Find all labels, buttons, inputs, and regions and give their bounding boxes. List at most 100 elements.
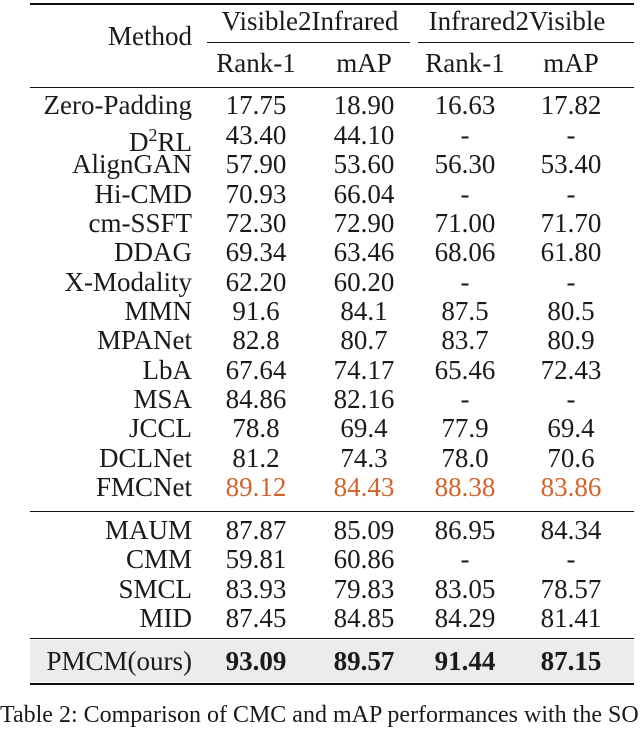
row-method: MID: [139, 603, 193, 633]
row-value-i-rank: 83.05: [434, 574, 496, 604]
row-value-v-map: 79.83: [333, 574, 395, 604]
header-rule: [30, 87, 634, 89]
row-method: AlignGAN: [72, 149, 192, 179]
row-method: X-Modality: [64, 267, 193, 297]
row-value-v-map: 80.7: [340, 325, 388, 355]
row-value-i-rank: -: [460, 544, 470, 574]
row-method: cm-SSFT: [88, 208, 192, 238]
bottom-rule: [30, 683, 634, 685]
row-value-i-map: 69.4: [547, 413, 595, 443]
group-rule: [30, 511, 634, 513]
row-method: LbA: [142, 355, 193, 385]
row-value-i-rank: -: [460, 179, 470, 209]
row-method: DDAG: [114, 237, 192, 267]
row-value-i-map: 70.6: [547, 443, 595, 473]
row-value-i-map: 80.5: [547, 296, 595, 326]
row-value-v-rank: 72.30: [225, 208, 287, 238]
row-method: MPANet: [96, 325, 192, 355]
row-value-v-rank: 87.87: [225, 515, 287, 545]
row-value-v-map: 60.86: [333, 544, 395, 574]
row-value-i-rank: 87.5: [441, 296, 489, 326]
row-value-i-rank: -: [460, 384, 470, 414]
row-method: MAUM: [104, 515, 192, 545]
row-value-i-map: 80.9: [547, 325, 595, 355]
row-method: MSA: [133, 384, 192, 414]
top-rule: [30, 3, 634, 5]
row-value-v-map: 66.04: [333, 179, 395, 209]
row-value-v-rank: 70.93: [225, 179, 287, 209]
row-value-i-map: -: [566, 544, 576, 574]
row-value-v-rank: 89.12: [225, 472, 287, 502]
row-value-i-rank: 88.38: [434, 472, 496, 502]
row-value-i-rank: 65.46: [434, 355, 496, 385]
row-value-i-map: 17.82: [540, 90, 602, 120]
header-visible2infrared: Visible2Infrared: [221, 6, 399, 36]
row-method: Zero-Padding: [43, 90, 192, 120]
row-value-i-map: -: [566, 267, 576, 297]
row-value-i-rank: 78.0: [441, 443, 489, 473]
row-method: Hi-CMD: [94, 179, 192, 209]
ours-rule: [30, 638, 634, 640]
row-value-v-map: 89.57: [333, 646, 395, 676]
row-value-v-rank: 78.8: [232, 413, 280, 443]
row-value-v-rank: 43.40: [225, 120, 287, 150]
header-map-i2v: mAP: [543, 48, 599, 78]
row-value-v-rank: 69.34: [225, 237, 287, 267]
row-value-v-map: 60.20: [333, 267, 395, 297]
group1-underline: [207, 42, 410, 43]
row-value-i-rank: 71.00: [434, 208, 496, 238]
row-value-v-rank: 84.86: [225, 384, 287, 414]
header-infrared2visible: Infrared2Visible: [428, 6, 606, 36]
group2-underline: [418, 42, 634, 43]
row-value-i-map: 83.86: [540, 472, 602, 502]
row-value-v-rank: 91.6: [232, 296, 280, 326]
row-value-v-map: 72.90: [333, 208, 395, 238]
row-value-i-rank: -: [460, 267, 470, 297]
row-value-i-rank: 84.29: [434, 603, 496, 633]
row-value-v-rank: 59.81: [225, 544, 287, 574]
row-value-i-map: -: [566, 384, 576, 414]
header-rank-i2v: Rank-1: [425, 48, 505, 78]
row-method: D2RL: [128, 125, 192, 157]
header-map-v2i: mAP: [336, 48, 392, 78]
row-value-v-map: 69.4: [340, 413, 388, 443]
row-value-i-map: 84.34: [540, 515, 602, 545]
row-method: SMCL: [118, 574, 192, 604]
row-value-v-rank: 17.75: [225, 90, 287, 120]
row-value-i-rank: 16.63: [434, 90, 496, 120]
row-value-v-rank: 87.45: [225, 603, 287, 633]
row-value-v-rank: 62.20: [225, 267, 287, 297]
row-value-i-map: 87.15: [540, 646, 602, 676]
row-value-i-map: -: [566, 179, 576, 209]
row-value-i-map: 61.80: [540, 237, 602, 267]
row-value-i-rank: 77.9: [441, 413, 489, 443]
row-value-v-map: 84.1: [340, 296, 388, 326]
row-method: PMCM(ours): [46, 646, 192, 676]
table-caption: Table 2: Comparison of CMC and mAP perfo…: [0, 702, 639, 728]
row-value-v-rank: 93.09: [225, 646, 287, 676]
row-value-v-map: 44.10: [333, 120, 395, 150]
row-value-v-rank: 57.90: [225, 149, 287, 179]
row-value-i-map: 53.40: [540, 149, 602, 179]
row-value-v-rank: 81.2: [232, 443, 280, 473]
row-value-i-map: -: [566, 120, 576, 150]
row-value-v-map: 53.60: [333, 149, 395, 179]
row-value-v-map: 63.46: [333, 237, 395, 267]
row-value-v-map: 85.09: [333, 515, 395, 545]
row-value-i-rank: 91.44: [434, 646, 496, 676]
row-value-i-map: 71.70: [540, 208, 602, 238]
row-value-i-map: 72.43: [540, 355, 602, 385]
row-method: CMM: [125, 544, 192, 574]
header-method: Method: [108, 21, 192, 51]
header-rank-v2i: Rank-1: [216, 48, 296, 78]
row-value-v-map: 82.16: [333, 384, 395, 414]
row-value-i-map: 81.41: [540, 603, 602, 633]
row-method: DCLNet: [99, 443, 192, 473]
ours-row-shade: [30, 640, 634, 682]
row-value-i-rank: 86.95: [434, 515, 496, 545]
row-value-v-map: 84.85: [333, 603, 395, 633]
row-value-v-rank: 67.64: [225, 355, 287, 385]
row-value-v-rank: 82.8: [232, 325, 280, 355]
row-value-i-rank: 56.30: [434, 149, 496, 179]
row-value-v-map: 84.43: [333, 472, 395, 502]
